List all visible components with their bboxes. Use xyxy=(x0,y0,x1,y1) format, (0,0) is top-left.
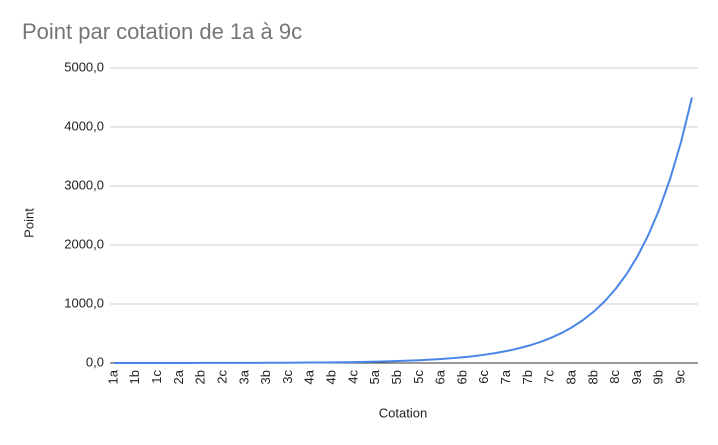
y-tick-label: 1000,0 xyxy=(64,295,104,310)
y-tick-label: 3000,0 xyxy=(64,177,104,192)
x-tick-label: 5c xyxy=(411,370,426,384)
x-tick-label: 1a xyxy=(105,369,120,384)
x-tick-label: 4b xyxy=(324,370,339,384)
x-tick-label: 9a xyxy=(629,369,644,384)
y-tick-label: 4000,0 xyxy=(64,118,104,133)
x-tick-label: 4c xyxy=(345,370,360,384)
data-line xyxy=(114,97,693,364)
x-tick-label: 7b xyxy=(520,370,535,384)
x-tick-label: 9b xyxy=(651,370,666,384)
y-axis-label: Point xyxy=(21,208,36,238)
x-tick-label: 3b xyxy=(258,370,273,384)
x-tick-label: 5a xyxy=(367,369,382,384)
x-tick-label: 1c xyxy=(149,370,164,384)
y-tick-label: 0,0 xyxy=(86,354,104,369)
x-tick-label: 9c xyxy=(673,370,688,384)
x-axis-label: Cotation xyxy=(379,405,427,420)
y-tick-label: 2000,0 xyxy=(64,236,104,251)
x-tick-label: 2b xyxy=(193,370,208,384)
x-tick-label: 2c xyxy=(214,370,229,384)
x-tick-label: 7a xyxy=(498,369,513,384)
y-tick-label: 5000,0 xyxy=(64,59,104,74)
x-tick-label: 6a xyxy=(433,369,448,384)
x-tick-label: 5b xyxy=(389,370,404,384)
x-tick-label: 8b xyxy=(585,370,600,384)
x-tick-label: 4a xyxy=(302,369,317,384)
x-tick-label: 8c xyxy=(607,370,622,384)
x-tick-label: 3a xyxy=(236,369,251,384)
x-tick-label: 6b xyxy=(454,370,469,384)
x-tick-label: 7c xyxy=(542,370,557,384)
chart-title: Point par cotation de 1a à 9c xyxy=(22,19,302,44)
x-tick-label: 6c xyxy=(476,370,491,384)
x-tick-label: 2a xyxy=(171,369,186,384)
x-tick-label: 1b xyxy=(127,370,142,384)
x-tick-label: 8a xyxy=(563,369,578,384)
x-tick-label: 3c xyxy=(280,370,295,384)
